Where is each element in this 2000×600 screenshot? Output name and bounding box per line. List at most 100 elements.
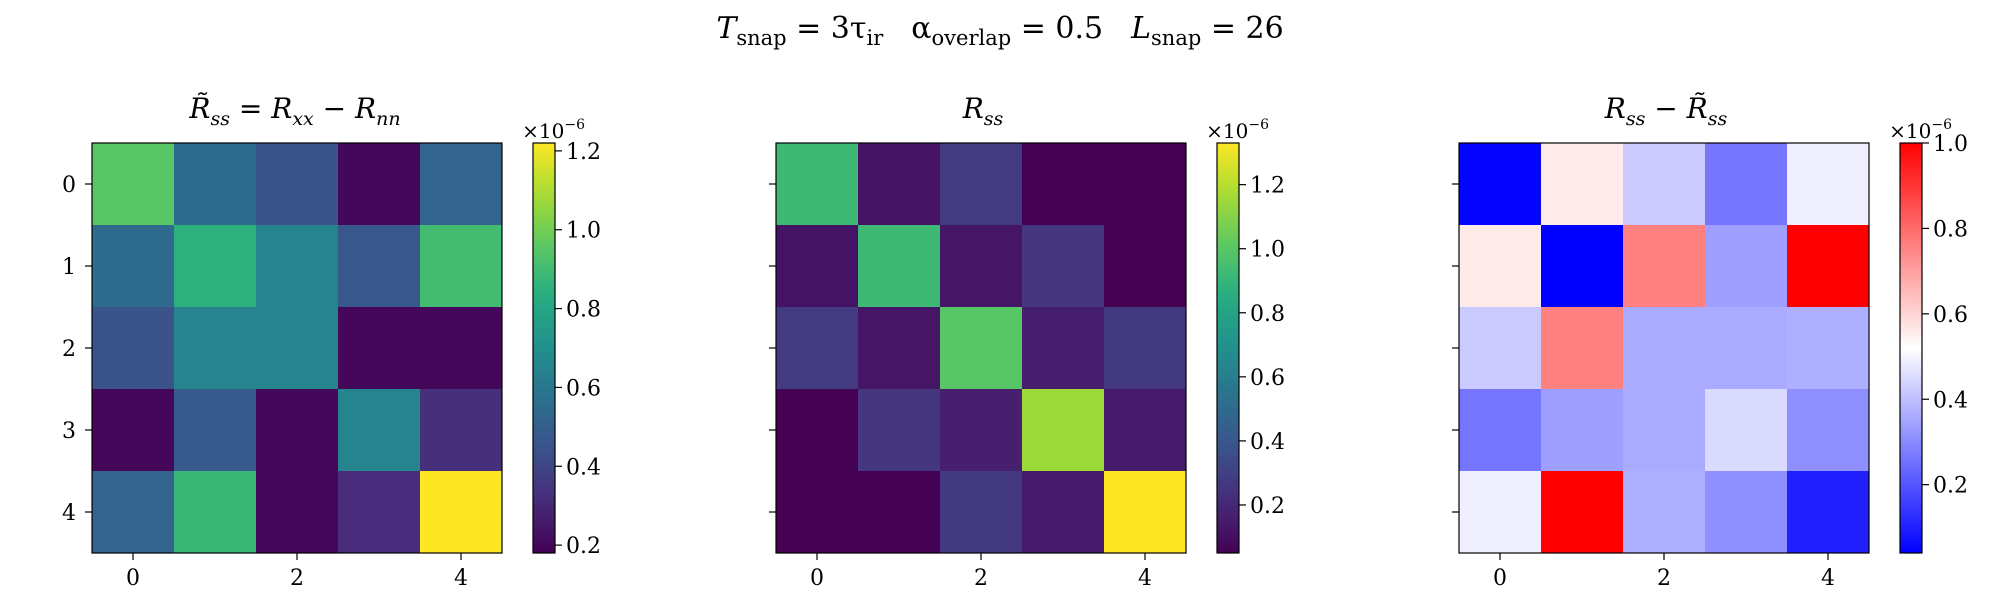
- suptitle-tau-subscript: ir: [867, 26, 885, 50]
- y-tick-label: 3: [62, 419, 76, 444]
- heatmap-cell-r4-c1: [1541, 471, 1624, 554]
- title-sub-c: nn: [376, 108, 400, 130]
- suptitle-alpha-value: = 0.5: [1011, 11, 1103, 46]
- heatmap-cells: [1459, 143, 1870, 554]
- panel-title: Rss − R̃ss: [1604, 92, 1728, 130]
- colorbar-tick-label: 1.0: [1933, 132, 1968, 157]
- heatmap-cell-r4-c3: [338, 471, 421, 554]
- heatmap-cell-r1-c4: [1104, 225, 1187, 308]
- colorbar-tick-label: 1.2: [1250, 174, 1285, 199]
- heatmap-cell-r4-c4: [1787, 471, 1870, 554]
- x-tick-label: 4: [454, 566, 468, 591]
- x-tick-label: 2: [1657, 566, 1671, 591]
- heatmap-cell-r1-c0: [1459, 225, 1542, 308]
- heatmap-cell-r3-c2: [256, 389, 339, 472]
- heatmap-cell-r0-c0: [1459, 143, 1542, 226]
- heatmap-cell-r2-c1: [1541, 307, 1624, 390]
- heatmap-cell-r0-c3: [1705, 143, 1788, 226]
- suptitle-t-symbol: T: [716, 11, 738, 46]
- heatmap-cell-r4-c3: [1705, 471, 1788, 554]
- colorbar-tick-label: 1.2: [566, 140, 601, 165]
- panel-rtilde-ss: R̃ss = Rxx − Rnn 0 2 4 0 1 2 3 4 ×10−6 0.2 0.4 0.…: [62, 92, 601, 591]
- title-part-a: R: [962, 92, 984, 125]
- colorbar-scale-label: ×10−6: [1206, 117, 1269, 143]
- panel-title: R̃ss = Rxx − Rnn: [188, 92, 400, 130]
- heatmap-cell-r4-c4: [1104, 471, 1187, 554]
- colorbar-tick-label: 0.2: [1250, 494, 1285, 519]
- heatmap-cell-r0-c4: [420, 143, 503, 226]
- title-part-b: = R: [230, 92, 292, 125]
- colorbar-tick-label: 0.4: [566, 455, 601, 480]
- suptitle-t-subscript: snap: [736, 26, 786, 50]
- colorbar-tick-label: 0.4: [1250, 430, 1285, 455]
- heatmap-cell-r2-c0: [776, 307, 859, 390]
- y-tick-label: 0: [62, 173, 76, 198]
- heatmap-cell-r3-c1: [1541, 389, 1624, 472]
- colorbar-tick-label: 0.4: [1933, 388, 1968, 413]
- heatmap-cell-r3-c0: [1459, 389, 1542, 472]
- heatmap-cell-r4-c1: [858, 471, 941, 554]
- heatmap-cell-r1-c2: [1623, 225, 1706, 308]
- heatmap-cell-r0-c0: [92, 143, 175, 226]
- heatmap-cell-r2-c1: [858, 307, 941, 390]
- panel-difference: Rss − R̃ss 0 2 4 ×10−6 0.2 0.4 0.6 0.8 1.0: [1452, 92, 1968, 591]
- heatmap-cell-r0-c2: [940, 143, 1023, 226]
- heatmap-cell-r4-c0: [776, 471, 859, 554]
- heatmap-cell-r4-c1: [174, 471, 257, 554]
- x-tick-label: 2: [290, 566, 304, 591]
- heatmap-cell-r3-c4: [1787, 389, 1870, 472]
- heatmap-axes: 0 2 4 0 1 2 3 4: [62, 142, 503, 591]
- title-part-a: R: [1604, 92, 1626, 125]
- heatmap-cell-r2-c4: [1104, 307, 1187, 390]
- title-sub-b: xx: [292, 108, 314, 130]
- heatmap-cell-r3-c0: [92, 389, 175, 472]
- heatmap-cell-r4-c0: [92, 471, 175, 554]
- colorbar-tick-label: 0.8: [1250, 302, 1285, 327]
- heatmap-cell-r4-c3: [1022, 471, 1105, 554]
- scale-exponent: −6: [1248, 117, 1269, 133]
- suptitle-alpha-subscript: overlap: [932, 26, 1012, 50]
- colorbar-tick-label: 0.6: [1933, 303, 1968, 328]
- heatmap-cell-r2-c3: [338, 307, 421, 390]
- heatmap-cell-r2-c2: [940, 307, 1023, 390]
- heatmap-cell-r1-c1: [1541, 225, 1624, 308]
- suptitle-l-subscript: snap: [1151, 26, 1201, 50]
- heatmap-cell-r3-c2: [1623, 389, 1706, 472]
- heatmap-cell-r3-c1: [858, 389, 941, 472]
- x-tick-label: 2: [974, 566, 988, 591]
- heatmap-cell-r3-c3: [1705, 389, 1788, 472]
- heatmap-cell-r4-c2: [256, 471, 339, 554]
- scale-base: ×10: [1206, 119, 1248, 143]
- colorbar: ×10−6 0.2 0.4 0.6 0.8 1.0: [1889, 117, 1968, 554]
- title-part-a: R̃: [188, 92, 210, 125]
- colorbar-gradient: [532, 142, 556, 554]
- colorbar-tick-label: 0.8: [566, 298, 601, 323]
- heatmap-cell-r0-c0: [776, 143, 859, 226]
- heatmap-cell-r1-c3: [1705, 225, 1788, 308]
- colorbar-scale-label: ×10−6: [522, 117, 585, 143]
- suptitle-alpha-symbol: α: [911, 11, 931, 46]
- scale-exponent: −6: [564, 117, 585, 133]
- heatmap-cell-r2-c3: [1022, 307, 1105, 390]
- x-tick-label: 4: [1138, 566, 1152, 591]
- title-part-c: − R: [314, 92, 376, 125]
- x-tick-label: 0: [1493, 566, 1507, 591]
- heatmap-axes: 0 2 4: [769, 142, 1187, 591]
- heatmap-cell-r0-c1: [174, 143, 257, 226]
- heatmap-cell-r0-c3: [1022, 143, 1105, 226]
- scale-base: ×10: [522, 119, 564, 143]
- x-tick-label: 0: [810, 566, 824, 591]
- colorbar-tick-label: 0.2: [1933, 474, 1968, 499]
- colorbar-tick-label: 0.8: [1933, 217, 1968, 242]
- heatmap-cell-r4-c4: [420, 471, 503, 554]
- colorbar: ×10−6 0.2 0.4 0.6 0.8 1.0 1.2: [1206, 117, 1285, 554]
- colorbar-gradient: [1216, 142, 1240, 554]
- y-tick-label: 2: [62, 337, 76, 362]
- heatmap-cell-r1-c3: [1022, 225, 1105, 308]
- scale-exponent: −6: [1931, 117, 1952, 133]
- heatmap-cell-r1-c0: [92, 225, 175, 308]
- heatmap-cell-r1-c2: [256, 225, 339, 308]
- colorbar-scale-label: ×10−6: [1889, 117, 1952, 143]
- heatmap-cell-r3-c3: [1022, 389, 1105, 472]
